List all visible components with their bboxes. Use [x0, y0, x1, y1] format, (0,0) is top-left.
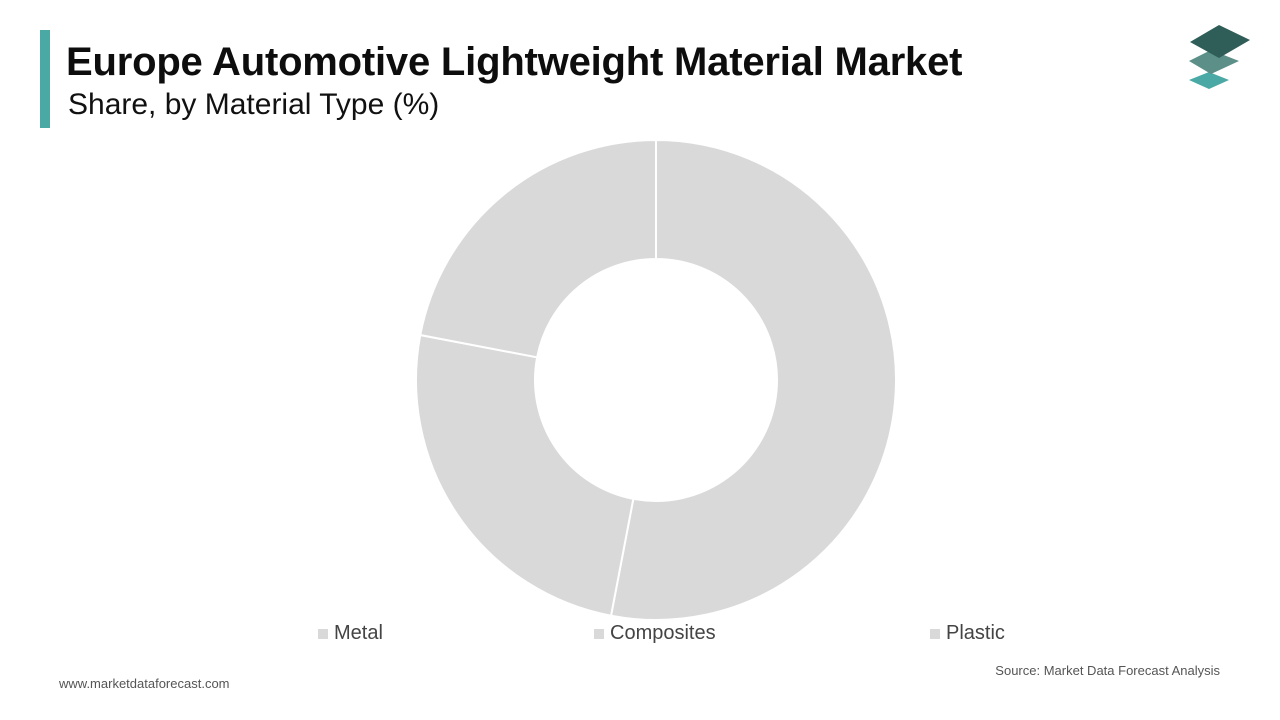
legend-swatch	[930, 628, 940, 639]
logo-layer-bottom	[1189, 72, 1229, 89]
legend-swatch	[594, 628, 604, 639]
legend-item-composites: Composites	[594, 622, 716, 645]
legend-item-metal: Metal	[318, 622, 383, 645]
legend-item-plastic: Plastic	[930, 622, 1005, 645]
chart-title: Europe Automotive Lightweight Material M…	[66, 40, 963, 84]
legend-label: Composites	[610, 622, 716, 644]
donut-slice-plastic	[419, 138, 657, 359]
logo-layer-top	[1190, 25, 1250, 58]
source-note: Source: Market Data Forecast Analysis	[995, 663, 1220, 678]
title-accent-bar	[40, 30, 50, 128]
stacked-layers-icon	[1189, 25, 1250, 89]
chart-legend: Metal Composites Plastic	[0, 622, 1280, 652]
chart-subtitle: Share, by Material Type (%)	[68, 88, 440, 121]
legend-swatch	[318, 628, 328, 639]
donut-slice-composites	[415, 333, 635, 617]
legend-label: Plastic	[946, 622, 1005, 644]
legend-label: Metal	[334, 622, 383, 644]
footer-url: www.marketdataforecast.com	[59, 676, 230, 691]
logo-layer-middle	[1189, 50, 1239, 74]
donut-slice-metal	[609, 138, 897, 621]
